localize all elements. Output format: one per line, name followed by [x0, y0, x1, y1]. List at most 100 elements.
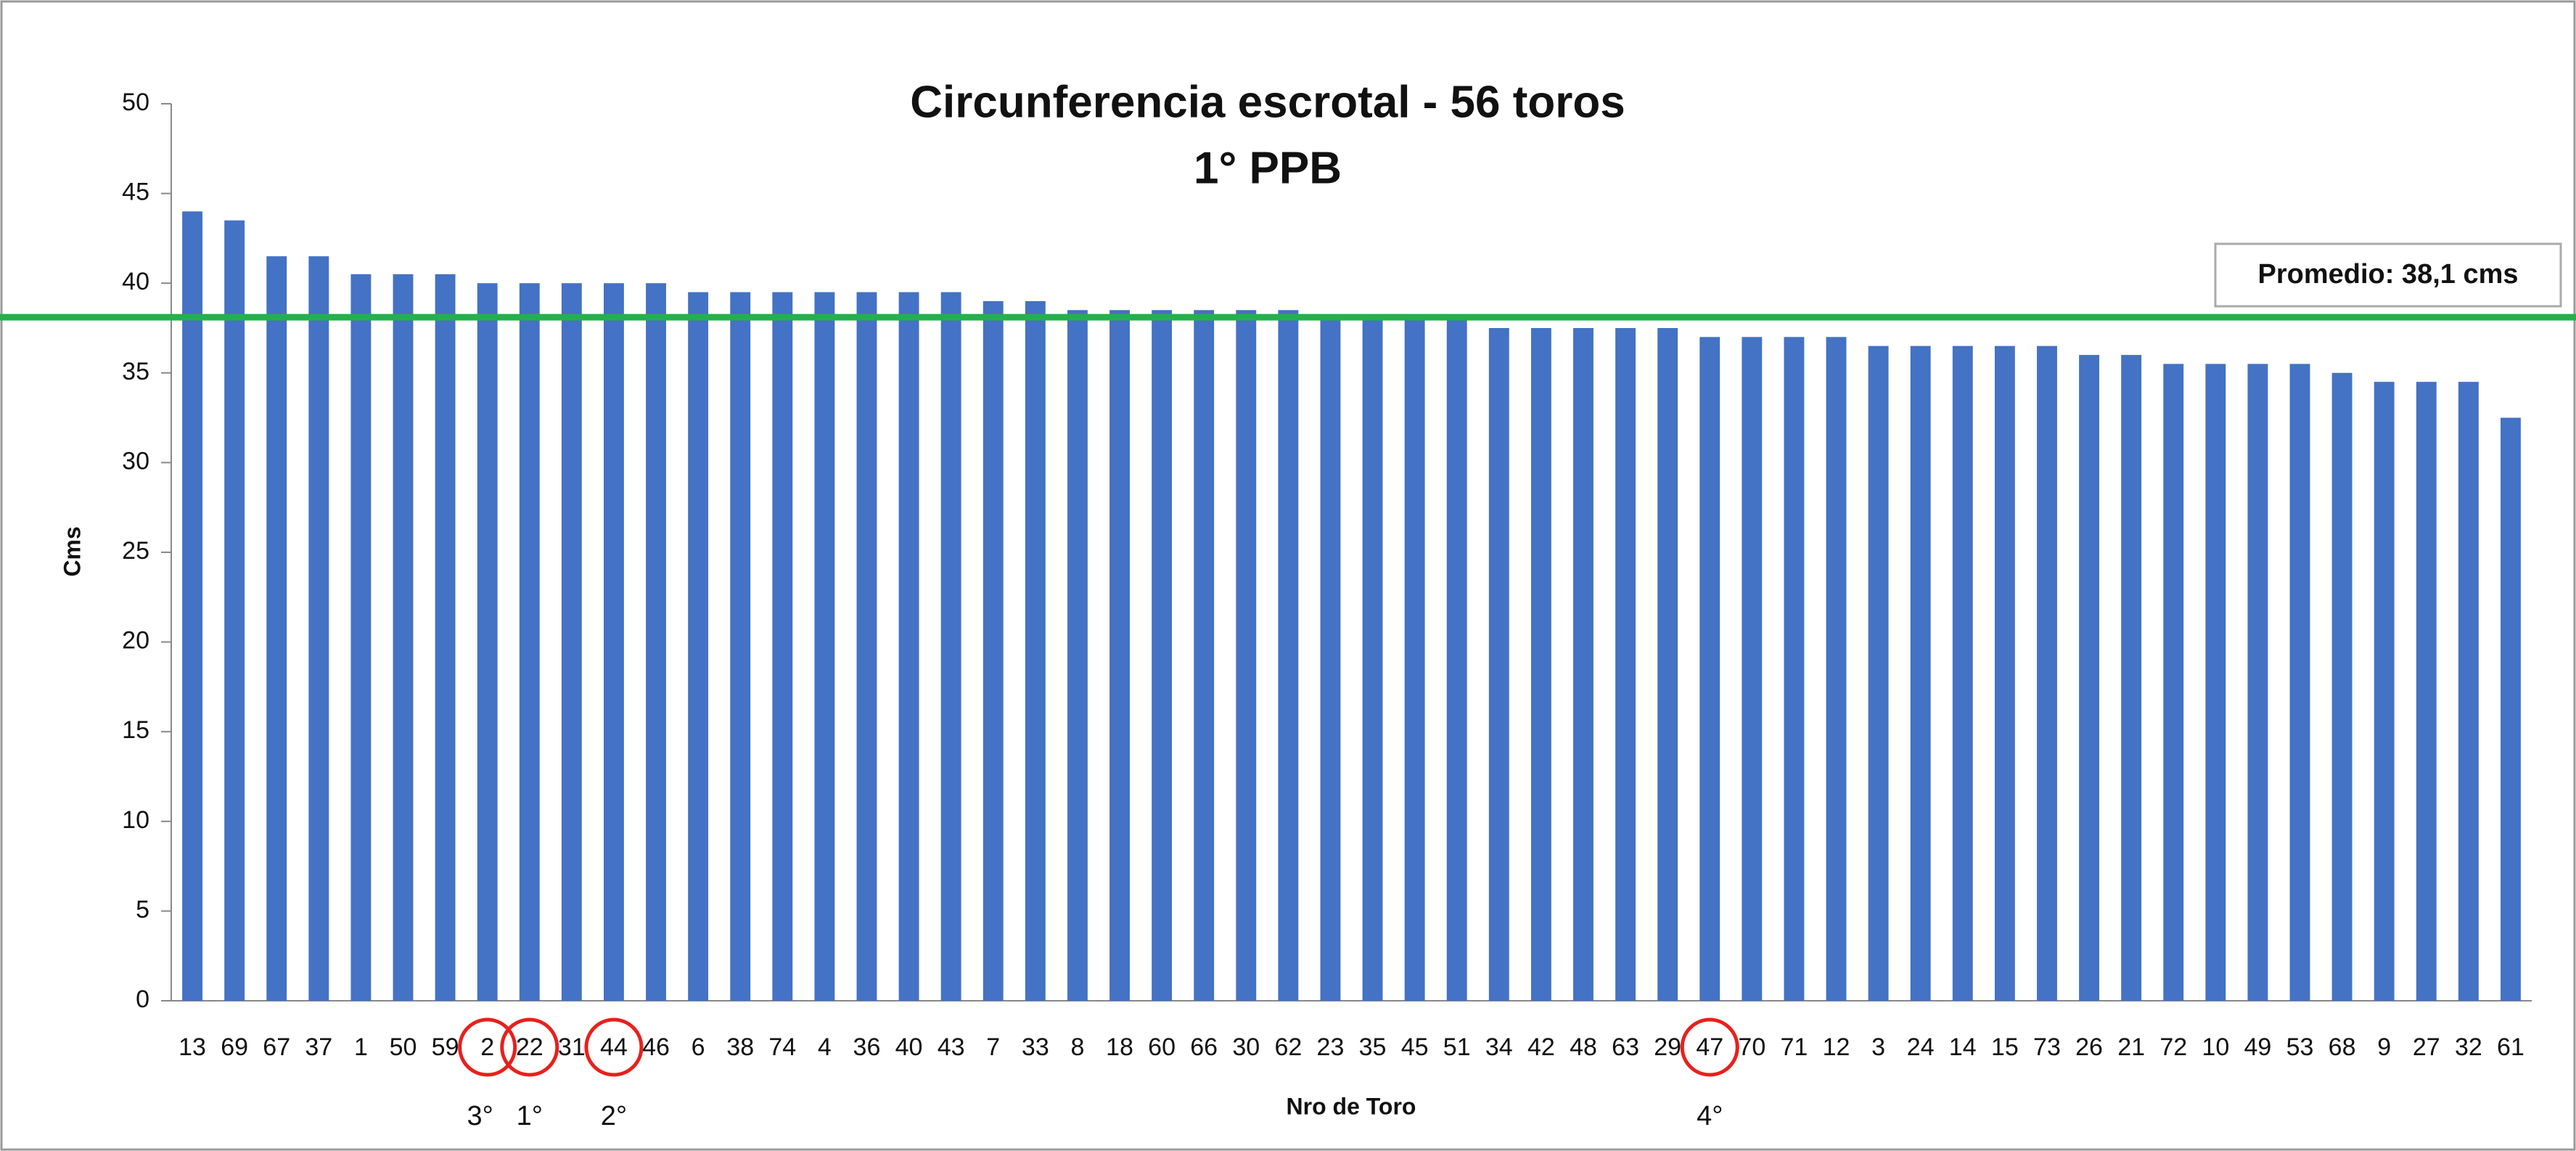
- bar: [1194, 310, 1215, 1001]
- bar: [1488, 328, 1509, 1001]
- x-tick-label: 14: [1949, 1033, 1977, 1061]
- x-tick-label: 22: [516, 1033, 543, 1061]
- bar: [1067, 310, 1088, 1001]
- bar: [2205, 364, 2226, 1001]
- x-tick-label: 15: [1991, 1033, 2019, 1061]
- bar: [772, 292, 793, 1001]
- bar: [1236, 310, 1257, 1001]
- bar: [477, 283, 498, 1001]
- bar: [730, 292, 751, 1001]
- x-tick-label: 43: [938, 1033, 965, 1061]
- bar: [1152, 310, 1173, 1001]
- bar: [940, 292, 961, 1001]
- bar: [1278, 310, 1299, 1001]
- y-axis-title: Cms: [59, 526, 85, 576]
- bar: [1868, 345, 1889, 1002]
- x-tick-label: 40: [895, 1033, 923, 1061]
- x-tick-label: 26: [2075, 1033, 2103, 1061]
- bar: [1109, 310, 1130, 1001]
- annotation-label: 4°: [1697, 1101, 1723, 1131]
- x-tick-label: 10: [2202, 1033, 2229, 1061]
- x-tick-label: 61: [2497, 1033, 2524, 1061]
- bar: [1952, 345, 1973, 1002]
- bar: [2331, 372, 2353, 1001]
- bar: [603, 283, 624, 1001]
- bar: [1994, 345, 2015, 1002]
- bar: [1657, 328, 1678, 1001]
- bar: [2416, 382, 2437, 1001]
- y-tick-label: 50: [122, 89, 149, 116]
- x-tick-label: 42: [1527, 1033, 1555, 1061]
- x-tick-label: 7: [986, 1033, 1000, 1061]
- y-tick-label: 5: [136, 896, 149, 923]
- x-tick-label: 23: [1317, 1033, 1345, 1061]
- bar: [983, 300, 1004, 1001]
- bar: [688, 292, 709, 1001]
- bar: [519, 283, 540, 1001]
- bar: [646, 283, 666, 1001]
- bar: [1826, 337, 1847, 1001]
- x-tick-label: 68: [2329, 1033, 2356, 1061]
- x-tick-label: 29: [1654, 1033, 1681, 1061]
- bar: [2247, 364, 2268, 1001]
- y-tick-label: 25: [122, 537, 149, 565]
- annotation-circle: [1680, 1017, 1739, 1077]
- x-tick-label: 37: [305, 1033, 332, 1061]
- x-tick-label: 59: [432, 1033, 459, 1061]
- x-tick-label: 36: [853, 1033, 881, 1061]
- x-tick-label: 72: [2159, 1033, 2187, 1061]
- bar: [898, 292, 919, 1001]
- x-axis-title: Nro de Toro: [1287, 1093, 1416, 1119]
- bar: [1530, 328, 1551, 1001]
- x-tick-label: 33: [1022, 1033, 1049, 1061]
- x-tick-label: 71: [1781, 1033, 1808, 1061]
- y-tick-label: 0: [136, 986, 149, 1013]
- x-tick-label: 3: [1871, 1033, 1885, 1061]
- bar: [1404, 319, 1425, 1001]
- bar: [2501, 417, 2521, 1001]
- x-tick-label: 62: [1274, 1033, 1302, 1061]
- bar: [308, 256, 329, 1001]
- x-tick-label: 67: [263, 1033, 290, 1061]
- bar: [182, 211, 202, 1001]
- bar: [266, 256, 287, 1001]
- y-tick-label: 45: [122, 179, 149, 206]
- bar: [1742, 337, 1763, 1001]
- x-tick-label: 6: [692, 1033, 705, 1061]
- y-tick-label: 35: [122, 358, 149, 385]
- x-tick-label: 44: [600, 1033, 628, 1061]
- x-tick-label: 24: [1907, 1033, 1935, 1061]
- annotation-label: 2°: [601, 1101, 627, 1131]
- x-tick-label: 70: [1738, 1033, 1765, 1061]
- x-tick-label: 66: [1190, 1033, 1218, 1061]
- bar: [2458, 382, 2479, 1001]
- x-tick-label: 50: [390, 1033, 417, 1061]
- bar: [2079, 355, 2100, 1002]
- x-tick-label: 18: [1106, 1033, 1133, 1061]
- x-tick-label: 30: [1232, 1033, 1260, 1061]
- bar: [2163, 364, 2184, 1001]
- chart-title: Circunferencia escrotal - 56 toros: [910, 77, 1625, 127]
- x-tick-label: 2: [480, 1033, 494, 1061]
- annotation-label: 3°: [467, 1101, 493, 1131]
- bar: [2374, 382, 2395, 1001]
- y-tick-label: 20: [122, 627, 149, 655]
- x-tick-label: 46: [642, 1033, 670, 1061]
- annotation-circle: [458, 1017, 517, 1077]
- bar: [1320, 319, 1341, 1001]
- x-tick-label: 38: [726, 1033, 754, 1061]
- bar: [350, 274, 372, 1002]
- x-tick-label: 32: [2455, 1033, 2482, 1061]
- x-tick-label: 49: [2244, 1033, 2272, 1061]
- x-tick-label: 35: [1359, 1033, 1387, 1061]
- x-tick-label: 60: [1148, 1033, 1176, 1061]
- x-tick-label: 13: [179, 1033, 206, 1061]
- x-tick-label: 63: [1612, 1033, 1639, 1061]
- x-tick-label: 73: [2033, 1033, 2061, 1061]
- bar: [1025, 300, 1046, 1001]
- bar: [1362, 319, 1383, 1001]
- annotation-label: 1°: [517, 1101, 543, 1131]
- average-label: Promedio: 38,1 cms: [2257, 259, 2518, 290]
- bar: [1573, 328, 1593, 1001]
- bar: [2037, 345, 2057, 1002]
